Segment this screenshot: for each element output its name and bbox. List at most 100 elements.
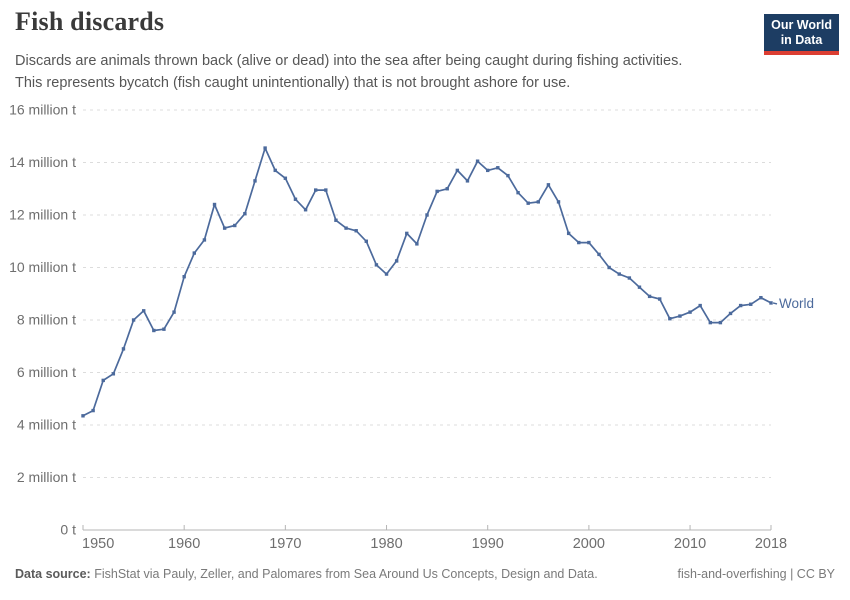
data-point [182, 274, 186, 279]
x-tick-label: 1950 [82, 536, 114, 552]
data-point [405, 231, 409, 236]
data-source-text: FishStat via Pauly, Zeller, and Palomare… [90, 567, 598, 581]
data-point [263, 146, 267, 150]
data-point [637, 285, 642, 289]
x-tick-label: 1970 [269, 536, 301, 552]
data-point [324, 188, 328, 192]
data-point [354, 229, 358, 233]
x-tick-label: 2010 [674, 536, 706, 552]
data-point [668, 316, 672, 321]
data-point [344, 226, 348, 230]
data-point [142, 309, 146, 313]
world-line [82, 147, 772, 417]
line-chart: 0 t 2 million t 4 million t 6 million t 8 mi… [9, 102, 814, 553]
y-tick-label: 4 million t [17, 417, 76, 433]
chart-subtitle: Discards are animals thrown back (alive … [15, 51, 682, 95]
data-source-label: Data source: [15, 567, 91, 581]
data-point [627, 276, 632, 280]
owid-logo-line1: Our World [771, 18, 832, 32]
data-point [597, 252, 601, 257]
data-point [708, 320, 712, 325]
data-points [81, 146, 773, 418]
data-point [647, 294, 652, 299]
data-point [81, 414, 85, 418]
data-point [617, 272, 621, 276]
data-point [506, 173, 510, 178]
data-point [273, 168, 277, 173]
data-point [172, 310, 176, 314]
data-point [496, 166, 500, 170]
data-point [212, 202, 217, 207]
y-gridlines [83, 109, 771, 531]
data-point [192, 251, 196, 255]
data-point [688, 310, 692, 314]
data-point [303, 208, 308, 212]
data-point [556, 200, 561, 204]
data-point [658, 297, 662, 301]
data-point [718, 320, 723, 325]
data-point [475, 159, 480, 163]
data-point [546, 183, 551, 187]
data-point [465, 179, 470, 183]
data-point [243, 211, 247, 216]
owid-logo: Our World in Data [764, 14, 839, 55]
data-point [364, 239, 368, 243]
data-point [283, 176, 288, 180]
data-point [253, 179, 257, 183]
y-axis-labels: 0 t 2 million t 4 million t 6 million t 8 mi… [9, 102, 76, 538]
data-point [759, 295, 763, 300]
data-point [91, 408, 95, 413]
data-point [202, 238, 207, 242]
y-tick-label: 12 million t [9, 207, 76, 223]
data-point [334, 218, 338, 222]
data-point [566, 231, 571, 236]
data-point [121, 347, 126, 351]
data-point [152, 328, 156, 333]
data-source: Data source: FishStat via Pauly, Zeller,… [15, 567, 598, 581]
chart-title: Fish discards [15, 7, 165, 36]
data-point [738, 303, 743, 308]
data-point [769, 301, 773, 305]
owid-logo-line2: in Data [780, 32, 823, 47]
x-axis-labels: 1950 1960 1970 1980 1990 2000 2010 2018 [82, 525, 787, 552]
x-tick-label: 2018 [755, 536, 787, 552]
data-point [222, 226, 227, 230]
y-tick-label: 0 t [60, 522, 76, 538]
data-point [587, 240, 591, 245]
data-point [162, 327, 166, 331]
data-point [435, 189, 439, 194]
y-tick-label: 6 million t [17, 364, 76, 380]
y-tick-label: 10 million t [9, 259, 76, 275]
data-point [728, 311, 733, 316]
data-point [374, 263, 379, 267]
data-point [293, 197, 298, 201]
data-point [314, 188, 318, 192]
subtitle-line-1: Discards are animals thrown back (alive … [15, 53, 683, 69]
data-point [607, 265, 611, 270]
x-tick-label: 2000 [573, 536, 605, 552]
data-point [425, 213, 429, 217]
y-tick-label: 14 million t [9, 154, 76, 170]
data-point [111, 372, 116, 376]
y-tick-label: 16 million t [9, 102, 76, 118]
data-point [698, 303, 702, 308]
data-point [536, 200, 540, 204]
x-tick-label: 1990 [472, 536, 504, 552]
y-tick-label: 2 million t [17, 469, 76, 485]
data-point [101, 378, 105, 383]
series-end-label-world: World [779, 296, 814, 311]
data-point [455, 168, 460, 173]
data-point [131, 318, 136, 322]
data-point [415, 242, 419, 246]
x-tick-label: 1960 [168, 536, 200, 552]
data-point [516, 190, 520, 195]
data-point [577, 240, 581, 245]
data-point [749, 302, 753, 306]
data-point [394, 259, 399, 263]
data-point [445, 187, 449, 191]
subtitle-line-2: This represents bycatch (fish caught uni… [15, 74, 571, 91]
x-tick-label: 1980 [370, 536, 402, 552]
data-point [486, 168, 490, 173]
data-point [384, 272, 389, 276]
y-tick-label: 8 million t [17, 312, 76, 328]
